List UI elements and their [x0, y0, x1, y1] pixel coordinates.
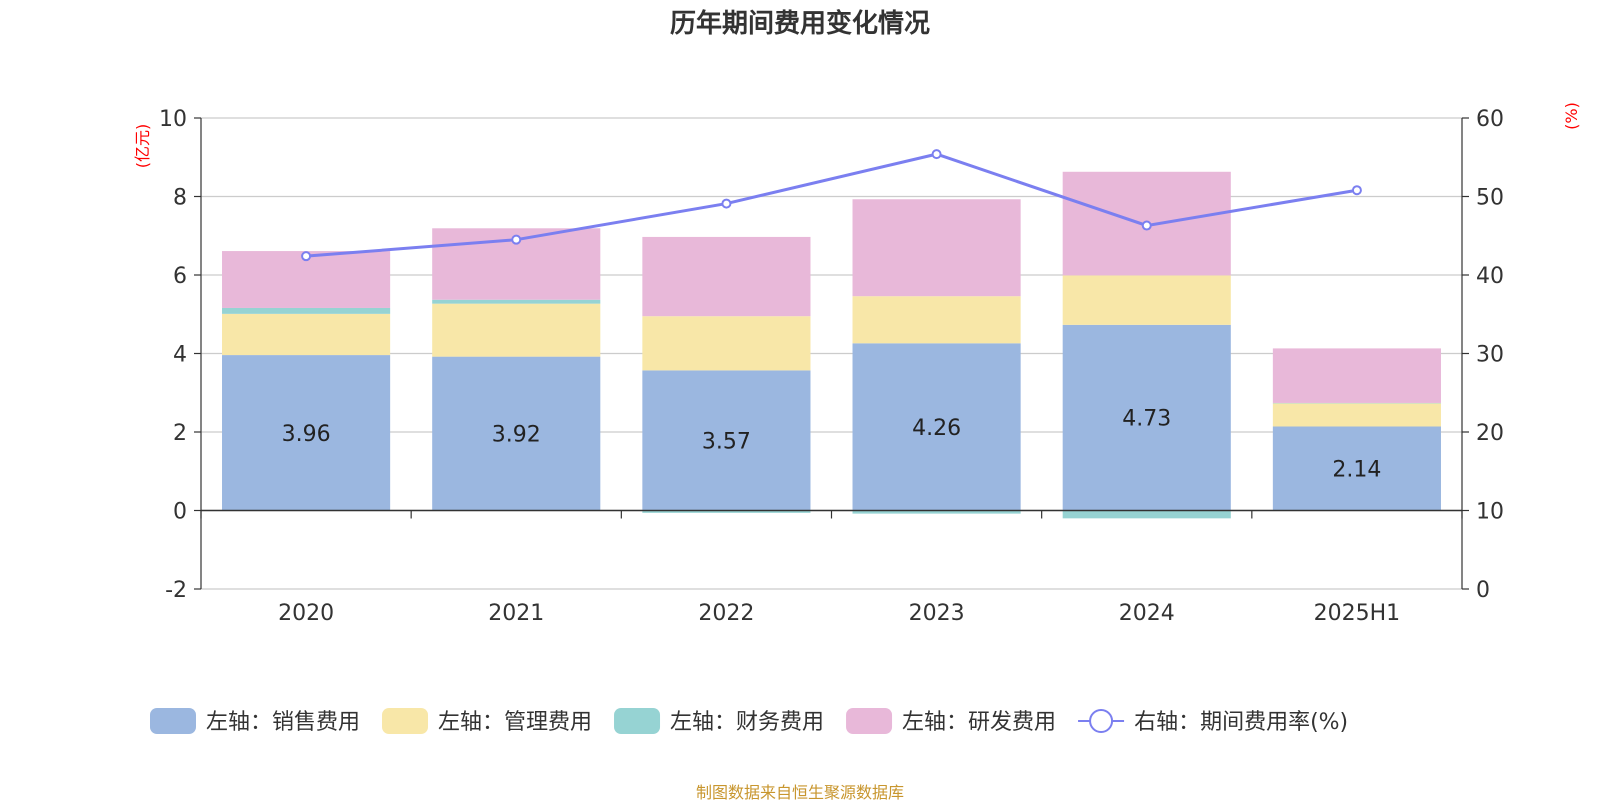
- rate-point: [933, 150, 941, 158]
- bar-value-label: 3.92: [492, 423, 541, 448]
- bar-segment: [432, 304, 600, 357]
- legend-swatch: [614, 708, 660, 734]
- bars: [222, 172, 1441, 519]
- rate-point: [1143, 222, 1151, 230]
- left-tick-label: 0: [173, 500, 187, 525]
- rate-point: [302, 252, 310, 260]
- left-tick-label: 4: [173, 343, 187, 368]
- x-tick-label: 2023: [909, 601, 965, 626]
- source-note: 制图数据来自恒生聚源数据库: [0, 779, 1600, 803]
- left-tick-label: 10: [159, 107, 187, 132]
- rate-point: [512, 236, 520, 244]
- x-tick-label: 2021: [488, 601, 544, 626]
- right-axis-unit: (%): [1562, 102, 1581, 130]
- bar-value-label: 3.57: [702, 429, 751, 454]
- bar-segment: [1273, 403, 1441, 426]
- bar-segment: [222, 308, 390, 314]
- legend-swatch: [150, 708, 196, 734]
- legend-label: 左轴：财务费用: [670, 710, 824, 735]
- zero-axis: [201, 511, 1462, 519]
- chart-title: 历年期间费用变化情况: [670, 8, 930, 39]
- left-tick-label: 8: [173, 186, 187, 211]
- bar-segment: [853, 296, 1021, 343]
- bar-segment: [222, 314, 390, 355]
- legend-label: 右轴：期间费用率(%): [1134, 710, 1348, 735]
- bar-segment: [432, 300, 600, 304]
- left-tick-label: 6: [173, 264, 187, 289]
- right-tick-label: 40: [1476, 264, 1504, 289]
- left-axis: -2 0 2 4 6 8 10: [159, 107, 201, 603]
- bar-segment: [642, 237, 810, 316]
- x-tick-label: 2020: [278, 601, 334, 626]
- legend-label: 左轴：研发费用: [902, 710, 1056, 735]
- legend-label: 左轴：管理费用: [438, 710, 592, 735]
- x-tick-label: 2024: [1119, 601, 1175, 626]
- bar-value-label: 4.26: [912, 416, 961, 441]
- left-tick-label: -2: [165, 578, 187, 603]
- rate-point: [1353, 186, 1361, 194]
- x-tick-label: 2022: [698, 601, 754, 626]
- x-tick-label: 2025H1: [1314, 601, 1401, 626]
- legend-label: 左轴：销售费用: [206, 710, 360, 735]
- right-tick-label: 30: [1476, 343, 1504, 368]
- bar-value-label: 2.14: [1332, 458, 1381, 483]
- bar-segment: [853, 199, 1021, 296]
- bar-segment: [1063, 275, 1231, 324]
- legend-swatch-marker: [1090, 710, 1112, 732]
- right-tick-label: 60: [1476, 107, 1504, 132]
- left-axis-unit: (亿元): [133, 124, 152, 169]
- right-tick-label: 0: [1476, 578, 1490, 603]
- legend: 左轴：销售费用 左轴：管理费用 左轴：财务费用 左轴：研发费用 右轴：期间费用率(%): [150, 708, 1348, 735]
- bar-segment: [642, 316, 810, 370]
- right-tick-label: 10: [1476, 500, 1504, 525]
- left-tick-label: 2: [173, 421, 187, 446]
- bar-value-label: 4.73: [1122, 407, 1171, 432]
- right-tick-label: 50: [1476, 186, 1504, 211]
- bar-value-label: 3.96: [282, 422, 331, 447]
- rate-point: [722, 200, 730, 208]
- x-axis: 2020 2021 2022 2023 2024 2025H1: [278, 601, 1400, 626]
- right-tick-label: 20: [1476, 421, 1504, 446]
- bar-segment: [1273, 348, 1441, 403]
- right-axis: 0 10 20 30 40 50 60: [1462, 107, 1504, 603]
- legend-swatch: [382, 708, 428, 734]
- legend-swatch: [846, 708, 892, 734]
- bar-segment: [1063, 511, 1231, 519]
